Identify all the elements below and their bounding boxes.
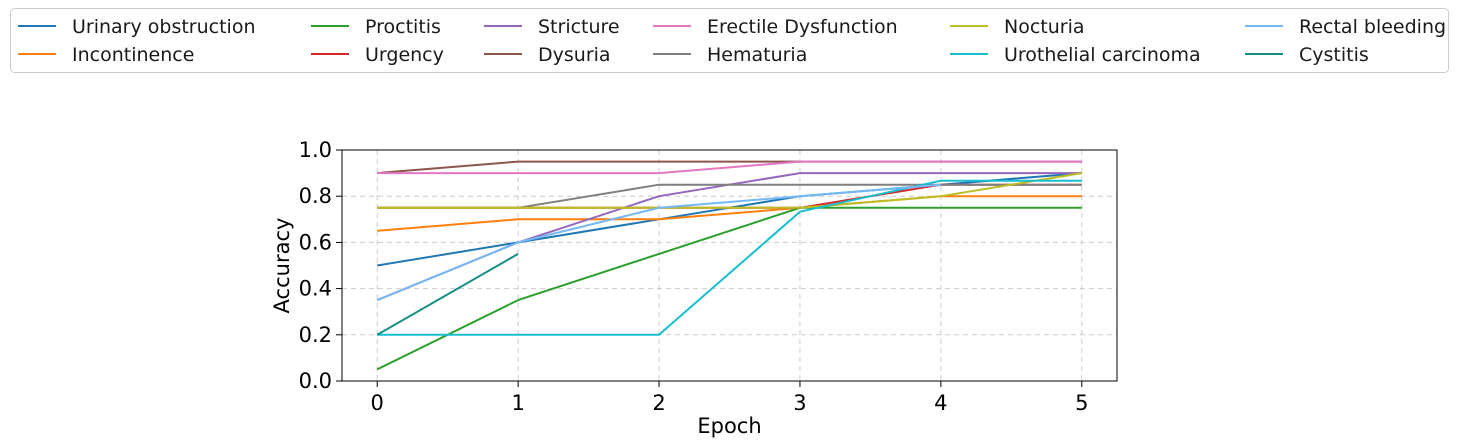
y-tick-label: 0.2 [299, 323, 332, 347]
series-line-11 [376, 253, 519, 336]
x-axis-label: Epoch [697, 414, 761, 438]
series-line-4 [376, 172, 1082, 302]
legend-label-5: Dysuria [538, 44, 611, 66]
plot-area: 0 1 2 3 4 5 0.0 0.2 0.4 0.6 0.8 1.0 [299, 138, 1118, 415]
series-line-1 [377, 195, 1082, 232]
legend-label-11: Cystitis [1299, 44, 1369, 66]
x-tick-label: 5 [1075, 391, 1088, 415]
legend: Urinary obstruction Incontinence Proctitis… [10, 8, 1449, 73]
x-tick-label: 1 [511, 391, 524, 415]
series-line-2 [376, 206, 1082, 371]
legend-label-0: Urinary obstruction [72, 16, 256, 38]
series-line-6 [377, 160, 1082, 175]
legend-label-8: Nocturia [1004, 16, 1085, 38]
x-tick-label: 2 [652, 391, 665, 415]
legend-box [10, 8, 1449, 73]
legend-label-6: Erectile Dysfunction [707, 16, 898, 38]
legend-label-7: Hematuria [707, 44, 807, 66]
legend-label-9: Urothelial carcinoma [1004, 44, 1201, 66]
x-tick-label: 3 [793, 391, 806, 415]
y-tick-label: 1.0 [299, 138, 332, 162]
legend-label-4: Stricture [538, 16, 620, 38]
plot-frame [341, 149, 1118, 382]
series-line-8 [377, 172, 1082, 209]
y-tick-label: 0.8 [299, 184, 332, 208]
series-line-9 [377, 179, 1082, 336]
y-tick-label: 0.6 [299, 230, 332, 254]
x-tick-label: 0 [371, 391, 384, 415]
legend-label-2: Proctitis [365, 16, 441, 38]
y-axis-label: Accuracy [270, 218, 294, 314]
series-line-10 [376, 183, 941, 302]
legend-label-3: Urgency [365, 44, 444, 66]
y-tick-label: 0.0 [299, 369, 332, 393]
y-tick-label: 0.4 [299, 277, 332, 301]
legend-label-10: Rectal bleeding [1299, 16, 1446, 38]
x-tick-label: 4 [934, 391, 947, 415]
series-line-0 [377, 172, 1082, 267]
legend-label-1: Incontinence [72, 44, 194, 66]
